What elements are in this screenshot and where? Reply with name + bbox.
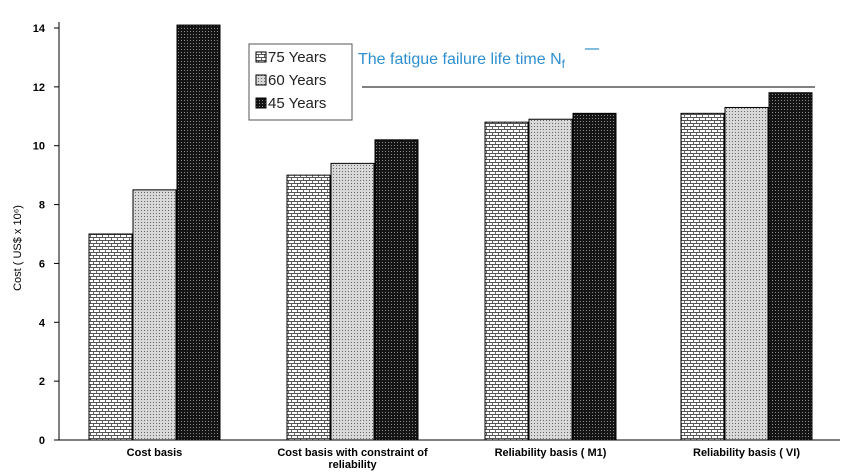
y-axis-label: Cost ( US$ x 10⁶) xyxy=(12,205,24,291)
x-tick-label-line: Reliability basis ( M1) xyxy=(495,447,607,459)
legend: 75 Years 60 Years 45 Years xyxy=(248,43,353,121)
bar-3-1 xyxy=(176,24,221,441)
bar-3-3 xyxy=(572,112,617,441)
x-tick-label: Reliability basis ( VI) xyxy=(693,447,800,459)
y-axis: 0 2 4 6 8 10 12 14 xyxy=(33,22,60,447)
y-tick-label: 0 xyxy=(39,435,45,447)
x-tick-label: Reliability basis ( M1) xyxy=(495,447,607,459)
y-tick-label: 8 xyxy=(39,200,45,212)
bar-3-2 xyxy=(374,139,419,441)
bar-2-4 xyxy=(724,106,769,441)
y-tick-label: 4 xyxy=(39,317,46,329)
category-labels: Cost basis Cost basis with constraint of r… xyxy=(127,447,801,471)
x-tick-label-line: reliability xyxy=(328,459,377,471)
y-tick-label: 6 xyxy=(39,258,45,270)
legend-swatch xyxy=(255,51,267,63)
annotation-text: The fatigue failure life time Nf xyxy=(358,51,566,71)
annotation-subscript: f xyxy=(562,57,566,71)
bar-2-2 xyxy=(330,162,375,441)
bar-2-3 xyxy=(528,118,573,441)
bar-1-2 xyxy=(286,174,331,441)
x-tick-label: Cost basis with constraint of reliability xyxy=(277,447,428,471)
x-tick-label: Cost basis xyxy=(127,447,183,459)
bar-1-3 xyxy=(484,121,529,441)
x-tick-label-line: Cost basis with constraint of xyxy=(277,447,428,459)
annotation-main: The fatigue failure life time N xyxy=(358,51,562,68)
bar-2-1 xyxy=(132,189,177,441)
bar-1-4 xyxy=(680,112,725,441)
y-tick-label: 12 xyxy=(33,82,45,94)
bar-3-4 xyxy=(768,92,813,441)
x-tick-label-line: Cost basis xyxy=(127,447,183,459)
legend-entry: 45 Years xyxy=(268,95,326,112)
legend-swatch xyxy=(255,74,267,86)
y-tick-label: 14 xyxy=(33,23,46,35)
y-tick-label: 2 xyxy=(39,376,45,388)
legend-swatch xyxy=(255,97,267,109)
bar-1-1 xyxy=(88,233,133,441)
legend-entry: 75 Years xyxy=(268,49,326,66)
y-tick-label: 10 xyxy=(33,141,45,153)
x-tick-label-line: Reliability basis ( VI) xyxy=(693,447,800,459)
bars-group xyxy=(88,24,813,441)
legend-entry: 60 Years xyxy=(268,72,326,89)
